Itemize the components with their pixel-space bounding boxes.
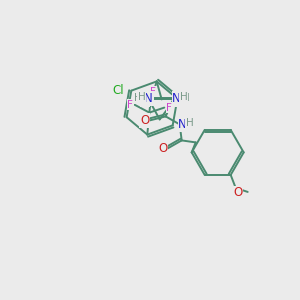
Text: N: N bbox=[174, 93, 183, 106]
Text: O: O bbox=[140, 114, 149, 127]
Text: N: N bbox=[177, 92, 186, 105]
Text: N: N bbox=[140, 93, 149, 106]
Text: H: H bbox=[182, 93, 190, 103]
Text: N: N bbox=[172, 92, 181, 105]
Text: H: H bbox=[138, 92, 146, 102]
Text: F: F bbox=[150, 87, 156, 97]
Text: N: N bbox=[144, 92, 153, 105]
Text: H: H bbox=[186, 118, 194, 128]
Text: O: O bbox=[158, 142, 167, 155]
Text: Cl: Cl bbox=[112, 84, 124, 97]
Text: H: H bbox=[180, 92, 188, 102]
Text: F: F bbox=[167, 103, 172, 112]
Text: F: F bbox=[128, 100, 133, 110]
Text: O: O bbox=[233, 186, 242, 200]
Text: H: H bbox=[134, 93, 142, 103]
Text: N: N bbox=[178, 118, 187, 131]
